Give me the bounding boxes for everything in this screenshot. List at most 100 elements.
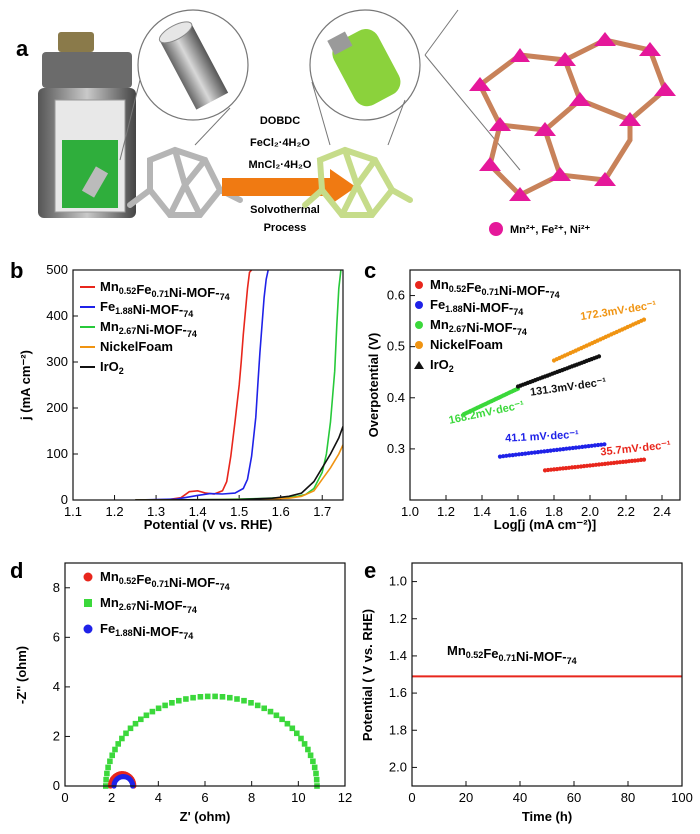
panel-c-xlabel: Log[j (mA cm⁻²)] xyxy=(494,517,596,532)
legend-label: IrO2 xyxy=(430,357,454,374)
process-label: Solvothermal xyxy=(250,204,320,216)
data-point xyxy=(105,764,111,771)
legend-label: Mn0.52Fe0.71Ni-MOF-74 xyxy=(100,279,230,302)
data-point xyxy=(183,696,189,702)
legend-label: Mn2.67Ni-MOF-74 xyxy=(430,317,527,337)
data-point xyxy=(119,735,125,742)
nickel-foam-rod xyxy=(158,21,229,110)
series-line xyxy=(135,426,343,500)
data-point xyxy=(212,693,218,700)
data-point xyxy=(267,708,274,715)
series-line xyxy=(135,270,253,500)
panel-b-xlabel: Potential (V vs. RHE) xyxy=(144,517,273,532)
data-point xyxy=(602,442,607,447)
panel-d-xtick-label: 8 xyxy=(248,790,255,805)
data-point xyxy=(504,453,509,458)
data-point xyxy=(548,448,553,453)
data-point xyxy=(561,447,566,452)
data-point xyxy=(234,696,240,702)
data-point xyxy=(176,697,182,704)
panel-c-series xyxy=(461,317,647,473)
legend-marker xyxy=(415,341,423,349)
panel-b-legend: Mn0.52Fe0.71Ni-MOF-74Fe1.88Ni-MOF-74Mn2.… xyxy=(80,279,230,376)
panel-e-xtick-label: 80 xyxy=(621,790,635,805)
data-point xyxy=(103,776,109,783)
panel-label-a: a xyxy=(16,36,29,61)
legend-label: NickelFoam xyxy=(100,339,173,354)
data-point xyxy=(310,758,316,765)
legend-label: Fe1.88Ni-MOF-74 xyxy=(100,299,193,319)
data-point xyxy=(532,450,537,455)
data-point xyxy=(554,447,560,452)
data-point xyxy=(545,448,550,454)
panel-e-annotation: Mn0.52Fe0.71Ni-MOF-74 xyxy=(447,643,577,666)
panel-c-xtick-label: 1.4 xyxy=(473,504,491,519)
panel-c-ylabel: Overpotential (V) xyxy=(366,333,381,438)
data-point xyxy=(132,720,139,727)
panel-c-xtick-label: 1.6 xyxy=(509,504,527,519)
panel-e-frame xyxy=(411,562,683,787)
data-point xyxy=(523,451,528,456)
legend-marker xyxy=(415,301,423,309)
legend-marker xyxy=(415,321,423,329)
panel-b: b 1.1 1.2 1.3 1.4 1.5 1.6 1.70100200300400500 … xyxy=(10,258,344,532)
data-point xyxy=(596,354,602,359)
data-point xyxy=(596,442,601,448)
data-point xyxy=(115,741,121,747)
panel-e-ytick-label: 1.0 xyxy=(389,574,407,589)
panel-d-series xyxy=(103,693,320,789)
panel-e-xtick-label: 20 xyxy=(459,790,473,805)
panel-b-ytick-label: 100 xyxy=(46,446,68,461)
autoclave-illustration xyxy=(38,32,136,218)
panel-b-ylabel: j (mA cm⁻²) xyxy=(18,350,33,421)
data-point xyxy=(510,453,515,458)
panel-c-ytick-label: 0.4 xyxy=(387,390,405,405)
legend-label: IrO2 xyxy=(100,359,124,376)
chart-annotation: Mn0.52Fe0.71Ni-MOF-74 xyxy=(447,643,577,666)
panel-d-ytick-label: 8 xyxy=(53,580,60,595)
panel-d: d 0 2 4 6 8 10 12 0 2 4 6 8 Z' (ohm) -Z'' (ohm) Mn0… xyxy=(10,558,352,824)
panel-c-xtick-label: 1.2 xyxy=(437,504,455,519)
data-point xyxy=(155,705,162,712)
legend-marker xyxy=(83,624,93,634)
panel-b-xtick-label: 1.4 xyxy=(189,504,207,519)
data-point xyxy=(311,764,318,771)
panel-e-xtick-label: 60 xyxy=(567,790,581,805)
data-point xyxy=(313,770,319,777)
panel-d-xtick-label: 4 xyxy=(155,790,162,805)
panel-e-ytick-label: 1.2 xyxy=(389,611,407,626)
panel-b-xtick-label: 1.7 xyxy=(313,504,331,519)
data-point xyxy=(307,752,314,759)
legend-label: Mn0.52Fe0.71Ni-MOF-74 xyxy=(430,277,560,300)
panel-b-xtick-label: 1.5 xyxy=(230,504,248,519)
panel-b-ytick-label: 0 xyxy=(61,492,68,507)
panel-e: e 0 20 40 60 80 100 1.0 1.2 1.4 1.6 1.8 2.0 Time (h… xyxy=(360,558,693,824)
data-point xyxy=(570,445,575,451)
data-point xyxy=(641,457,647,462)
panel-d-xlabel: Z' (ohm) xyxy=(180,809,231,824)
data-point xyxy=(227,694,233,701)
panel-e-xtick-label: 0 xyxy=(408,790,415,805)
panel-c-xtick-label: 2.2 xyxy=(617,504,635,519)
panel-e-xlabel: Time (h) xyxy=(522,809,572,824)
panel-d-ytick-label: 4 xyxy=(53,679,60,694)
panel-e-ytick-label: 1.8 xyxy=(389,722,407,737)
panel-b-xtick-label: 1.3 xyxy=(147,504,165,519)
panel-e-xtick-label: 100 xyxy=(671,790,693,805)
panel-e-ytick-label: 1.4 xyxy=(389,648,407,663)
data-point xyxy=(586,444,591,449)
data-point xyxy=(143,712,150,719)
data-point xyxy=(127,725,134,732)
panel-e-ytick-label: 2.0 xyxy=(389,759,407,774)
data-point xyxy=(289,725,296,732)
data-point xyxy=(558,447,563,452)
panel-e-ytick-label: 1.6 xyxy=(389,685,407,700)
data-point xyxy=(567,446,572,451)
data-point xyxy=(279,716,285,723)
metal-node-markers xyxy=(469,32,676,201)
legend-label: Fe1.88Ni-MOF-74 xyxy=(100,621,193,641)
panel-d-ytick-label: 0 xyxy=(53,778,60,793)
panel-b-ytick-label: 500 xyxy=(46,262,68,277)
panel-c-frame xyxy=(409,269,681,501)
